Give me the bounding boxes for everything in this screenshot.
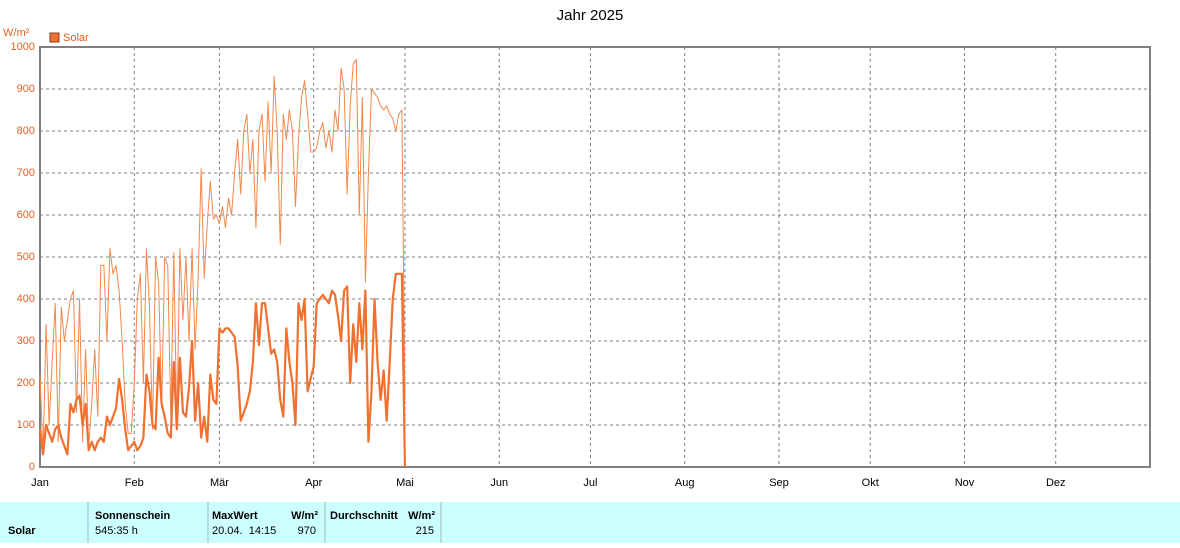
x-tick-label: Jul — [583, 477, 597, 489]
y-tick-label: 0 — [29, 461, 35, 473]
series-line — [39, 59, 406, 455]
table-cell: 215 — [416, 525, 434, 537]
y-tick-label: 500 — [17, 251, 35, 263]
table-background — [0, 502, 1180, 543]
x-tick-label: Aug — [675, 477, 695, 489]
table-row-label: Solar — [8, 525, 36, 537]
legend-label: Solar — [63, 32, 89, 44]
table-header: MaxWert — [212, 510, 258, 522]
series-line — [38, 272, 407, 468]
y-tick-label: 600 — [17, 209, 35, 221]
y-tick-label: 700 — [17, 167, 35, 179]
y-tick-label: 100 — [17, 419, 35, 431]
x-tick-label: Dez — [1046, 477, 1066, 489]
table-header: Durchschnitt — [330, 510, 398, 522]
x-tick-label: Mär — [210, 477, 229, 489]
table-cell: 545:35 h — [95, 525, 138, 537]
table-header: Sonnenschein — [95, 510, 170, 522]
table-separators — [87, 502, 442, 543]
x-tick-label: Okt — [862, 477, 879, 489]
y-axis-label: W/m² — [3, 27, 30, 39]
table-unit: W/m² — [408, 510, 435, 522]
y-tick-label: 300 — [17, 335, 35, 347]
y-tick-label: 900 — [17, 83, 35, 95]
table-cell: 970 — [298, 525, 316, 537]
x-tick-label: Apr — [305, 477, 322, 489]
legend-swatch — [49, 32, 60, 43]
y-tick-label: 200 — [17, 377, 35, 389]
plot-frame — [39, 46, 1151, 468]
y-tick-label: 800 — [17, 125, 35, 137]
table-unit: W/m² — [291, 510, 318, 522]
x-tick-label: Jan — [31, 477, 49, 489]
x-tick-label: Mai — [396, 477, 414, 489]
x-tick-label: Nov — [955, 477, 975, 489]
x-tick-label: Sep — [769, 477, 789, 489]
y-tick-label: 400 — [17, 293, 35, 305]
chart-title: Jahr 2025 — [557, 7, 624, 24]
table-cell: 20.04. 14:15 — [212, 525, 276, 537]
y-tick-label: 1000 — [11, 41, 35, 53]
x-tick-label: Feb — [125, 477, 144, 489]
x-tick-label: Jun — [490, 477, 508, 489]
